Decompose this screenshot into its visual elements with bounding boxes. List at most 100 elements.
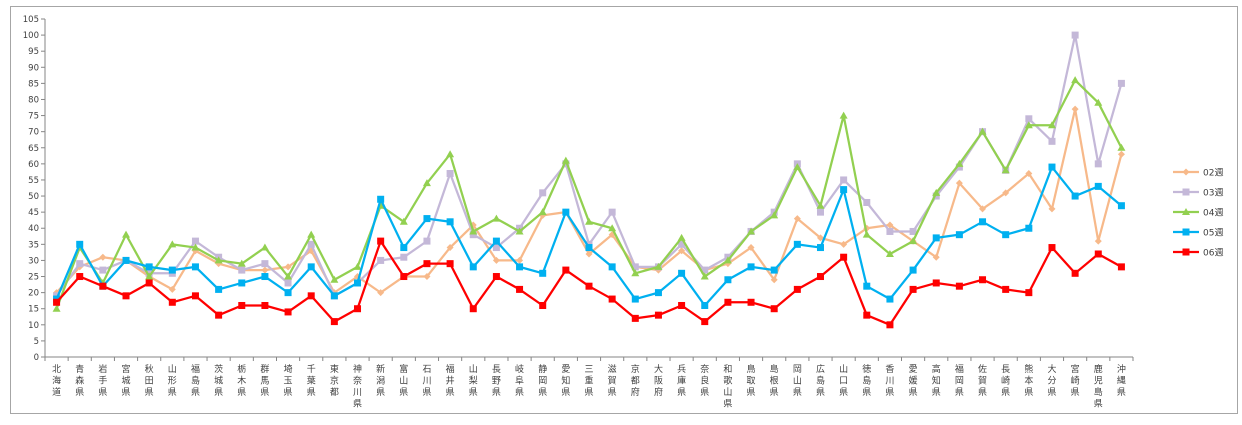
data-point	[585, 217, 593, 225]
y-tick-label: 70	[28, 128, 39, 138]
data-point	[701, 318, 709, 326]
data-point	[1117, 202, 1125, 210]
x-tick-label: 山形県	[168, 364, 177, 398]
legend-item: 05週	[1173, 228, 1223, 239]
data-point	[1025, 289, 1033, 297]
x-tick-label: 栃木県	[237, 363, 246, 398]
data-point	[747, 298, 755, 306]
series-0	[53, 105, 1125, 297]
legend-item: 03週	[1173, 188, 1223, 199]
x-tick-label: 山口県	[839, 364, 848, 398]
legend-label: 05週	[1203, 228, 1223, 239]
data-point	[1048, 205, 1056, 213]
data-point	[1048, 244, 1056, 252]
y-tick-label: 55	[28, 176, 39, 186]
data-point	[237, 259, 246, 267]
data-point	[423, 237, 431, 245]
data-point	[631, 314, 639, 322]
x-tick-label: 徳島県	[862, 363, 871, 398]
chart-frame: 0 5 10 15 20 25 30 35 40 45 50 55 60 65 70 75 80 85 90 95 10…	[10, 6, 1238, 414]
data-point	[284, 263, 292, 271]
data-point	[469, 305, 477, 313]
data-point	[1094, 237, 1102, 245]
y-tick-label: 5	[34, 337, 39, 347]
data-point	[1002, 231, 1010, 239]
data-point	[793, 240, 801, 248]
data-point	[284, 308, 292, 316]
data-point	[932, 188, 941, 196]
y-tick-label: 65	[28, 144, 39, 154]
data-point	[1048, 137, 1056, 145]
legend-label: 06週	[1203, 248, 1223, 259]
data-point	[168, 298, 176, 306]
data-point	[377, 289, 385, 297]
data-point	[145, 279, 153, 287]
y-tick-label: 105	[23, 15, 39, 25]
data-point	[238, 301, 246, 309]
data-point	[238, 279, 246, 287]
data-point	[677, 233, 686, 241]
data-point	[1182, 188, 1190, 196]
data-point	[492, 237, 500, 245]
x-tick-label: 北海道	[52, 364, 61, 398]
y-tick-label: 40	[28, 224, 39, 234]
x-tick-label: 広島県	[816, 363, 825, 398]
data-point	[747, 263, 755, 271]
data-point	[724, 298, 732, 306]
data-point	[516, 256, 524, 264]
data-point	[793, 163, 802, 171]
data-point	[955, 282, 963, 290]
y-tick-label: 50	[28, 192, 39, 202]
data-point	[1117, 150, 1125, 158]
x-tick-label: 茨城県	[214, 363, 223, 398]
data-point	[1071, 192, 1079, 200]
data-point	[724, 276, 732, 284]
axes	[44, 19, 1133, 358]
legend-item: 06週	[1173, 248, 1223, 259]
data-point	[307, 240, 315, 248]
data-point	[770, 211, 779, 219]
x-tick-label: 愛知県	[561, 363, 570, 398]
data-point	[654, 289, 662, 297]
y-tick-label: 35	[28, 240, 39, 250]
data-point	[562, 208, 570, 216]
data-point	[446, 218, 454, 226]
data-point	[446, 150, 455, 158]
data-point	[353, 262, 362, 270]
y-tick-label: 0	[34, 353, 39, 363]
data-point	[307, 292, 315, 300]
data-point	[678, 247, 686, 255]
data-point	[1071, 76, 1080, 84]
y-tick-label: 95	[28, 47, 39, 57]
data-point	[1117, 143, 1126, 151]
x-tick-label: 大分県	[1047, 363, 1056, 398]
data-point	[1182, 248, 1190, 256]
data-point	[261, 260, 269, 268]
data-point	[840, 176, 848, 184]
data-point	[400, 244, 408, 252]
data-point	[191, 237, 199, 245]
data-point	[284, 289, 292, 297]
x-tick-label: 東京都	[330, 363, 339, 398]
data-point	[770, 276, 778, 284]
x-tick-label: 鹿児島県	[1094, 363, 1103, 410]
data-point	[862, 230, 871, 238]
data-point	[886, 295, 894, 303]
line-chart: 0 5 10 15 20 25 30 35 40 45 50 55 60 65 70 75 80 85 90 95 10…	[23, 15, 1224, 410]
y-tick-label: 100	[23, 31, 39, 41]
x-tick-label: 沖縄県	[1117, 363, 1126, 398]
data-point	[145, 272, 154, 280]
x-tick-label: 滋賀県	[608, 363, 617, 398]
y-tick-label: 85	[28, 79, 39, 89]
data-point	[215, 311, 223, 319]
data-point	[1002, 285, 1010, 293]
data-point	[377, 256, 385, 264]
x-tick-label: 兵庫県	[677, 363, 686, 398]
data-point	[260, 243, 269, 251]
data-point	[516, 285, 524, 293]
data-point	[377, 195, 385, 203]
data-point	[53, 298, 61, 306]
data-point	[422, 179, 431, 187]
x-tick-label: 鳥取県	[747, 363, 756, 398]
data-point	[99, 282, 107, 290]
